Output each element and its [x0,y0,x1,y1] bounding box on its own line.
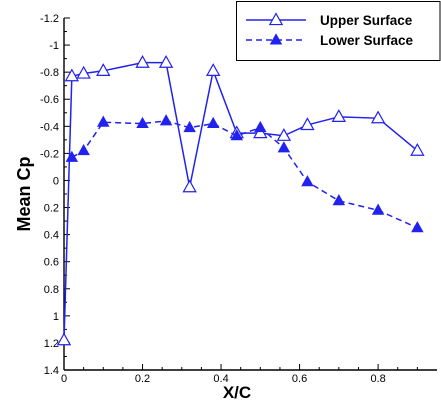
x-axis-title: X/C [223,383,251,402]
data-point [371,203,385,215]
y-tick-label: 0.4 [44,230,59,242]
series-line [71,120,418,229]
y-tick-label: -0.6 [40,94,59,106]
data-point [300,117,315,131]
data-point [410,142,425,156]
y-tick-label: 0.6 [44,257,59,269]
y-tick-label: -0.2 [40,148,59,160]
series-upper-surface [56,54,425,346]
legend-entry: Lower Surface [246,33,414,48]
y-tick-label: 0.2 [44,203,59,215]
series-layer [56,54,425,346]
legend-label: Lower Surface [320,33,414,48]
data-point [159,114,173,126]
data-point [65,150,79,162]
y-tick-label: 1.2 [44,338,59,350]
data-point [301,175,314,187]
y-tick-label: 1 [53,311,59,323]
legend-entry: Upper Surface [246,12,413,28]
data-point [135,54,150,68]
y-tick-label: 0 [53,175,59,187]
y-tick-label: -1 [49,40,59,52]
data-point [76,65,91,79]
y-tick-label: -0.4 [40,121,59,133]
x-tick-label: 0.2 [135,373,150,385]
data-point [230,129,244,141]
x-tick-label: 0.6 [292,373,307,385]
data-point [254,120,267,133]
x-tick-label: 0.4 [213,373,228,385]
series-lower-surface [65,114,424,233]
data-point [331,109,347,122]
legend-box [236,1,441,61]
x-tick-label: 0 [61,373,67,385]
data-point [206,63,221,76]
y-tick-label: 1.4 [44,365,59,377]
x-tick-label: 0.8 [370,373,385,385]
data-point [158,54,174,68]
data-point [64,68,80,82]
data-point [136,116,149,129]
data-point [411,221,424,233]
data-point [276,128,292,141]
legend-marker [268,12,284,26]
data-point [56,332,72,346]
data-point [370,110,386,124]
legend-label: Upper Surface [320,13,413,28]
y-tick-label: -0.8 [40,67,59,79]
legend-layer: Upper Surface Lower Surface [236,1,441,61]
data-point [206,116,220,129]
y-axis-title: Mean Cp [14,156,34,231]
data-point [332,194,346,206]
data-point [97,115,110,127]
data-point [183,120,196,133]
y-tick-label: 0.8 [44,284,59,296]
data-point [182,179,197,193]
legend-marker [269,33,283,45]
data-point [277,141,291,153]
y-tick-label: -1.2 [40,13,59,25]
data-point [77,143,90,156]
data-point [96,63,111,76]
